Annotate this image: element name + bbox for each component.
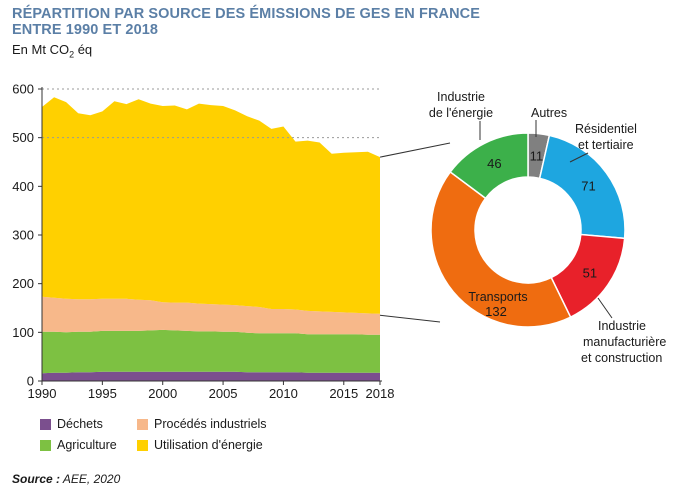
chart-title-line-1: RÉPARTITION PAR SOURCE DES ÉMISSIONS DE … <box>12 6 481 22</box>
y-tick-label-100: 100 <box>12 325 34 340</box>
unit-subscript: 2 <box>69 49 75 60</box>
legend-label-dechets: Déchets <box>57 417 103 431</box>
donut-label-industrie-manufacturiere-1: Industrie <box>598 319 646 333</box>
donut-slice-industrie-energie <box>449 132 529 200</box>
legend-swatch-energie <box>137 439 148 451</box>
x-tick-label-2010: 2010 <box>269 386 298 401</box>
donut-label-industrie-manufacturiere-3: et construction <box>581 351 662 365</box>
donut-label-autres-1: Autres <box>531 106 567 120</box>
donut-label-industrie-energie-2: de l'énergie <box>429 106 493 120</box>
y-tick-label-300: 300 <box>12 228 34 243</box>
connector-line-bottom <box>379 314 441 323</box>
x-tick-label-2018: 2018 <box>366 386 395 401</box>
x-tick-label-1995: 1995 <box>88 386 117 401</box>
donut-label-transports-1: Transports <box>468 290 527 304</box>
donut-label-industrie-manufacturiere-2: manufacturière <box>583 335 666 349</box>
legend-swatch-procedes <box>137 418 148 430</box>
source-note: Source : AEE, 2020 <box>12 472 120 486</box>
donut-value-transports: 132 <box>485 304 507 319</box>
donut-label-residentiel-tertiaire-1: Résidentiel <box>575 122 637 136</box>
x-tick-label-2005: 2005 <box>209 386 238 401</box>
area-series-dechets <box>42 371 380 381</box>
y-tick-label-600: 600 <box>12 82 34 97</box>
donut-value-industrie-manufacturiere: 51 <box>583 265 597 280</box>
source-text: AEE, 2020 <box>60 472 121 486</box>
area-series-utilisation-d-energie <box>42 97 380 314</box>
area-series-procedes-industriels <box>42 296 380 335</box>
donut-label-industrie-energie-1: Industrie <box>437 90 485 104</box>
legend-label-procedes: Procédés industriels <box>154 417 267 431</box>
donut-value-autres: 11 <box>530 148 544 163</box>
donut-label-residentiel-tertiaire-2: et tertiaire <box>578 138 634 152</box>
leader-line-industrie-manuf <box>597 297 613 319</box>
chart-title-line-2: ENTRE 1990 ET 2018 <box>12 22 159 38</box>
chart-title: RÉPARTITION PAR SOURCE DES ÉMISSIONS DE … <box>12 6 480 38</box>
legend-swatch-dechets <box>40 418 51 430</box>
legend-item-dechets: Déchets <box>40 417 103 431</box>
donut-value-industrie-energie: 46 <box>487 156 501 171</box>
unit-prefix: En Mt CO <box>12 42 70 57</box>
x-tick-label-2015: 2015 <box>329 386 358 401</box>
connector-line-top <box>379 142 451 158</box>
legend-label-agriculture: Agriculture <box>57 438 117 452</box>
x-tick-label-2000: 2000 <box>148 386 177 401</box>
area-series-agriculture <box>42 329 380 374</box>
unit-label: En Mt CO2 éq <box>12 42 92 60</box>
legend-item-agriculture: Agriculture <box>40 438 117 452</box>
y-tick-label-0: 0 <box>27 374 34 389</box>
donut-value-residentiel-tertiaire: 71 <box>581 179 595 194</box>
legend-label-energie: Utilisation d'énergie <box>154 438 263 452</box>
y-tick-label-500: 500 <box>12 130 34 145</box>
source-label: Source : <box>12 472 61 486</box>
legend-item-energie: Utilisation d'énergie <box>137 438 263 452</box>
x-tick-label-1990: 1990 <box>28 386 57 401</box>
y-tick-label-200: 200 <box>12 276 34 291</box>
unit-suffix: éq <box>74 42 93 57</box>
donut-slice-transports <box>430 170 572 328</box>
legend-swatch-agriculture <box>40 439 51 451</box>
y-tick-label-400: 400 <box>12 179 34 194</box>
leader-line-residentiel <box>569 152 589 163</box>
legend-item-procedes: Procédés industriels <box>137 417 267 431</box>
